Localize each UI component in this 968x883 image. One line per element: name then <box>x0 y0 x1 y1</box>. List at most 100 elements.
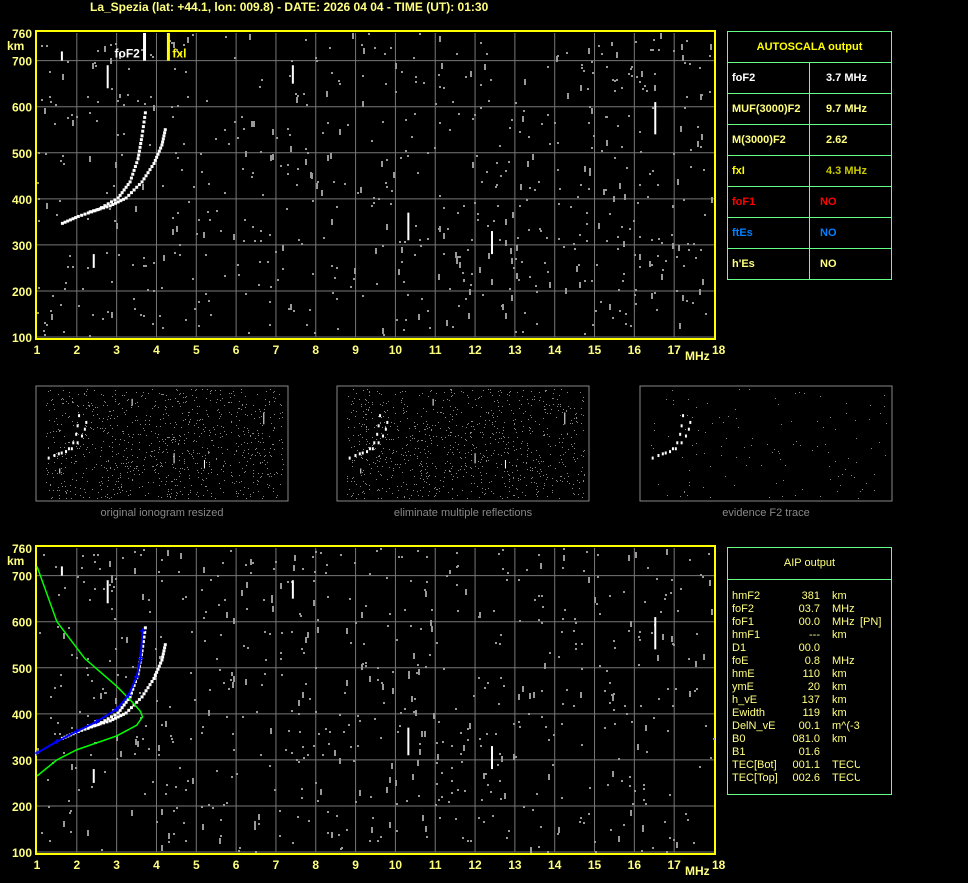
noise-dot <box>396 639 398 641</box>
noise-dot <box>407 406 408 407</box>
noise-dot <box>57 456 58 457</box>
noise-dot <box>483 455 484 456</box>
aip-cell: 110 <box>802 668 820 680</box>
noise-dot <box>401 261 403 263</box>
noise-dot <box>576 413 577 414</box>
noise-dot <box>443 207 445 209</box>
noise-dot <box>563 438 564 439</box>
noise-dot <box>428 495 429 496</box>
noise-dot <box>204 431 205 432</box>
echo-point <box>110 715 114 719</box>
noise-dot <box>353 278 355 280</box>
noise-dot <box>54 733 56 735</box>
noise-dot <box>84 393 85 394</box>
noise-dot <box>471 491 472 492</box>
echo-point <box>143 115 147 119</box>
noise-dot <box>248 488 249 489</box>
noise-dot <box>236 450 237 451</box>
noise-dot <box>446 320 448 326</box>
noise-dot <box>39 632 41 634</box>
noise-dot <box>116 465 117 466</box>
marker-fxl-line <box>166 33 170 61</box>
noise-dot <box>170 496 171 497</box>
y-tick-label: 600 <box>12 616 32 630</box>
noise-dot <box>574 408 575 409</box>
noise-dot <box>563 555 565 561</box>
noise-dot <box>371 205 373 207</box>
noise-dot <box>654 73 656 75</box>
echo-point <box>155 155 159 159</box>
fitted-trace-point <box>54 738 60 744</box>
noise-dot <box>171 489 172 490</box>
noise-dot <box>153 105 155 111</box>
noise-dot <box>260 151 262 153</box>
noise-dot <box>79 711 81 713</box>
noise-dot <box>269 436 270 437</box>
noise-dot <box>513 478 514 479</box>
noise-dot <box>439 491 440 492</box>
noise-dot <box>175 786 177 788</box>
noise-dot <box>493 220 495 222</box>
noise-dot <box>212 440 213 441</box>
noise-dot <box>447 228 449 230</box>
noise-dot <box>54 462 55 463</box>
noise-dot <box>114 418 115 419</box>
noise-dot <box>64 587 66 589</box>
noise-dot <box>188 494 189 495</box>
noise-dot <box>676 290 678 292</box>
noise-dot <box>196 389 197 390</box>
noise-dot <box>123 463 124 464</box>
noise-dot <box>535 285 537 287</box>
y-tick-label: 500 <box>12 147 32 161</box>
noise-dot <box>277 279 279 281</box>
noise-dot <box>261 684 263 686</box>
noise-dot <box>252 172 254 174</box>
noise-dot <box>182 494 183 495</box>
noise-dot <box>43 330 45 332</box>
noise-dot <box>288 730 290 732</box>
noise-dot <box>584 280 586 282</box>
echo-segment <box>263 412 265 425</box>
noise-dot <box>856 462 857 463</box>
noise-dot <box>101 481 102 482</box>
noise-dot <box>709 91 711 93</box>
noise-dot <box>403 329 405 331</box>
noise-dot <box>51 498 52 499</box>
noise-dot <box>290 304 292 310</box>
noise-dot <box>137 420 138 421</box>
noise-dot <box>297 95 299 97</box>
noise-dot <box>390 47 392 49</box>
echo-point <box>141 129 145 133</box>
noise-dot <box>582 400 583 401</box>
noise-dot <box>158 452 159 453</box>
noise-dot <box>658 49 660 51</box>
echo-segment <box>106 580 109 604</box>
noise-dot <box>421 475 422 476</box>
noise-dot <box>233 234 235 240</box>
noise-dot <box>420 452 421 453</box>
noise-dot <box>336 206 338 208</box>
noise-dot <box>251 455 252 456</box>
noise-dot <box>173 467 174 468</box>
noise-dot <box>198 219 200 221</box>
noise-dot <box>187 780 189 782</box>
noise-dot <box>61 424 62 425</box>
noise-dot <box>253 482 254 483</box>
noise-dot <box>519 205 521 207</box>
x-tick-label: 1 <box>34 343 41 357</box>
noise-dot <box>420 471 421 472</box>
noise-dot <box>331 72 333 74</box>
noise-dot <box>274 427 275 428</box>
noise-dot <box>230 465 231 466</box>
noise-dot <box>115 394 116 395</box>
noise-dot <box>371 468 372 469</box>
noise-dot <box>480 453 481 454</box>
noise-dot <box>703 654 705 660</box>
noise-dot <box>282 448 283 449</box>
noise-dot <box>269 401 270 402</box>
noise-dot <box>438 74 440 76</box>
noise-dot <box>632 803 634 805</box>
noise-dot <box>509 392 510 393</box>
noise-dot <box>812 450 813 451</box>
noise-dot <box>456 473 457 474</box>
